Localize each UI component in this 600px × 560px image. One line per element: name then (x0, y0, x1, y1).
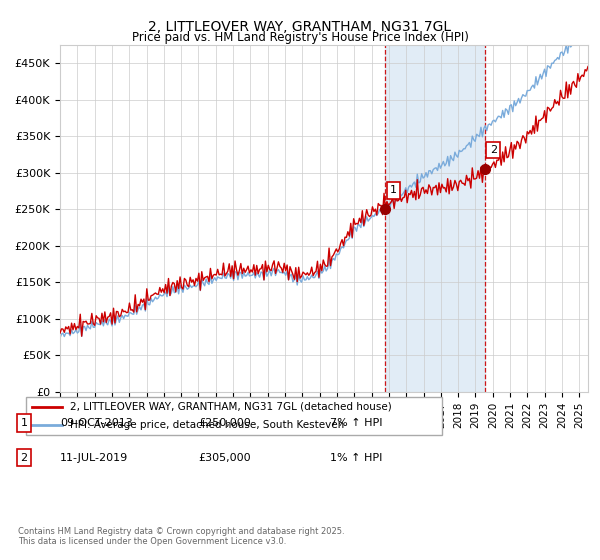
Bar (385, 45, 485, 392)
Text: 2, LITTLEOVER WAY, GRANTHAM, NG31 7GL: 2, LITTLEOVER WAY, GRANTHAM, NG31 7GL (148, 20, 452, 34)
Text: Contains HM Land Registry data © Crown copyright and database right 2025.
This d: Contains HM Land Registry data © Crown c… (18, 526, 344, 546)
Text: Price paid vs. HM Land Registry's House Price Index (HPI): Price paid vs. HM Land Registry's House … (131, 31, 469, 44)
FancyBboxPatch shape (26, 397, 442, 435)
Text: 1: 1 (20, 418, 28, 428)
Text: HPI: Average price, detached house, South Kesteven: HPI: Average price, detached house, Sout… (70, 420, 344, 430)
Text: 1: 1 (390, 185, 397, 195)
Text: £305,000: £305,000 (198, 452, 251, 463)
Text: 7% ↑ HPI: 7% ↑ HPI (330, 418, 383, 428)
Text: 1% ↑ HPI: 1% ↑ HPI (330, 452, 382, 463)
Text: 2: 2 (490, 145, 497, 155)
Text: 2: 2 (20, 452, 28, 463)
Text: 2, LITTLEOVER WAY, GRANTHAM, NG31 7GL (detached house): 2, LITTLEOVER WAY, GRANTHAM, NG31 7GL (d… (70, 402, 392, 412)
Text: 11-JUL-2019: 11-JUL-2019 (60, 452, 128, 463)
Text: £250,000: £250,000 (198, 418, 251, 428)
Text: 09-OCT-2013: 09-OCT-2013 (60, 418, 133, 428)
